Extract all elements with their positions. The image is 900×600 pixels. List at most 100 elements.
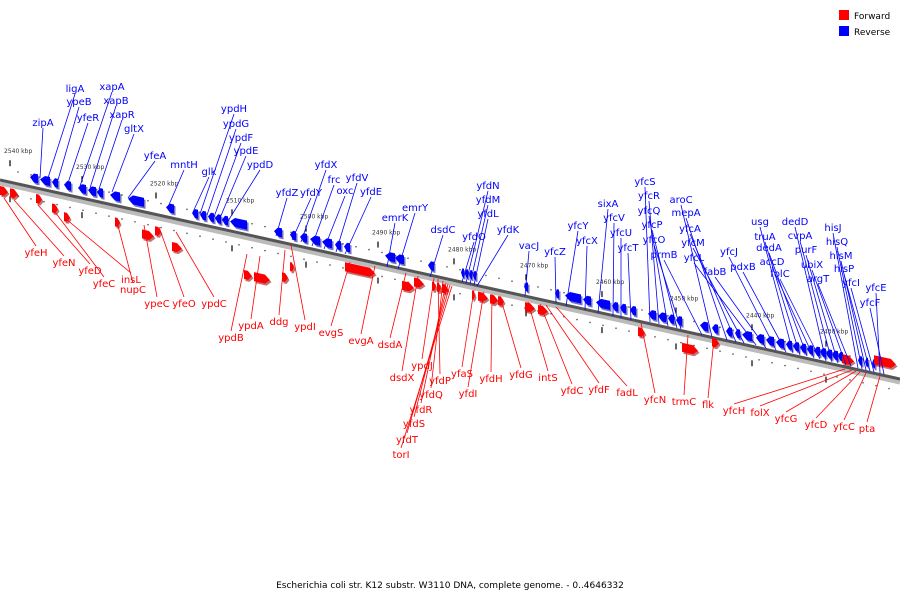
minor-tick <box>849 355 851 357</box>
gene-label-yfcM: yfcM <box>681 238 705 249</box>
minor-tick <box>251 246 253 249</box>
gene-leader-line <box>565 230 579 307</box>
gene-label-yfcL: yfcL <box>684 253 705 264</box>
gene-leader-line <box>799 240 833 363</box>
gene-leader-line <box>469 204 489 285</box>
minor-tick <box>680 341 682 344</box>
gene-leader-line <box>651 229 678 329</box>
minor-tick <box>199 235 201 238</box>
gene-label-hisM: hisM <box>830 251 853 262</box>
tick-label: 2480 kbp <box>448 246 476 253</box>
tick-label: 2490 kbp <box>372 230 400 237</box>
gene-leader-line <box>612 222 615 317</box>
gene-leader-line <box>219 155 247 219</box>
minor-tick <box>758 359 760 361</box>
minor-tick <box>485 274 487 277</box>
minor-tick <box>719 350 721 352</box>
gene-label-yfcA: yfcA <box>679 224 701 235</box>
minor-tick <box>407 257 409 260</box>
gene-label-ypdJ: ypdJ <box>411 361 433 372</box>
gene-label-yfcH: yfcH <box>723 406 745 417</box>
gene-label-folX: folX <box>750 408 769 419</box>
minor-tick <box>264 225 266 228</box>
gene-leader-line <box>192 176 210 213</box>
gene-leader-line <box>79 91 113 187</box>
gene-leader-line <box>65 218 132 274</box>
gene-leader-line <box>555 306 628 387</box>
minor-tick <box>238 244 240 246</box>
gene-leader-line <box>843 273 871 372</box>
gene-leader-line <box>175 231 215 298</box>
gene-leader-line <box>429 234 444 278</box>
reverse-gene-arrow <box>596 298 610 310</box>
minor-tick <box>43 200 45 203</box>
gene-label-hisJ: hisJ <box>824 223 841 234</box>
gene-leader-line <box>476 234 509 287</box>
genome-axis <box>0 178 900 385</box>
reverse-gene-arrow <box>742 331 752 342</box>
gene-label-intS: intS <box>538 373 557 384</box>
reverse-gene-arrow <box>208 212 214 223</box>
gene-label-ypdD: ypdD <box>247 160 274 171</box>
reverse-gene-arrow <box>344 242 350 253</box>
reverse-gene-arrow <box>676 316 682 326</box>
minor-tick <box>303 258 305 261</box>
minor-tick <box>576 318 578 321</box>
minor-tick <box>459 268 461 271</box>
minor-tick <box>888 387 890 390</box>
legend: Forward Reverse <box>839 10 891 38</box>
gene-label-oxc: oxc <box>336 186 353 197</box>
minor-tick <box>381 251 383 254</box>
gene-leader-line <box>400 285 453 449</box>
gene-label-fabB: fabB <box>704 267 727 278</box>
minor-tick <box>628 306 630 308</box>
reverse-gene-arrow <box>78 184 86 195</box>
gene-leader-line <box>278 249 286 316</box>
tick-label: 2470 kbp <box>520 262 548 269</box>
gene-label-yfdP: yfdP <box>429 376 451 387</box>
gene-leader-line <box>866 375 881 423</box>
gene-leader-line <box>648 215 669 327</box>
forward-gene-arrow <box>52 203 58 214</box>
tick-label: 2460 kbp <box>596 279 624 286</box>
minor-tick <box>277 252 279 255</box>
gene-label-yfaS: yfaS <box>451 369 473 380</box>
gene-leader-line <box>815 371 861 419</box>
minor-tick <box>95 212 97 215</box>
gene-label-argT: argT <box>807 274 830 285</box>
legend-label-forward: Forward <box>854 12 890 22</box>
gene-leader-line <box>817 283 852 367</box>
gene-leader-line <box>323 195 346 250</box>
gene-leader-line <box>794 226 827 362</box>
gene-leader-line <box>742 271 787 353</box>
minor-tick <box>316 261 318 263</box>
gene-label-pta: pta <box>859 424 875 435</box>
minor-tick <box>368 248 370 251</box>
gene-label-yfcU: yfcU <box>610 228 632 239</box>
gene-label-yfcF: yfcF <box>860 298 881 309</box>
gene-leader-line <box>680 204 713 338</box>
gene-leader-line <box>554 256 557 304</box>
gene-label-vacJ: vacJ <box>519 241 540 252</box>
tick-label: 2540 kbp <box>4 148 32 155</box>
gene-label-yfcI: yfcI <box>842 278 860 289</box>
gene-label-yfdL: yfdL <box>477 209 499 220</box>
reverse-gene-arrow <box>648 310 656 321</box>
gene-leader-line <box>111 133 135 193</box>
gene-label-dsdC: dsdC <box>431 225 456 236</box>
legend-swatch-reverse <box>839 26 849 36</box>
gene-label-yfdT: yfdT <box>396 435 419 446</box>
minor-tick <box>342 267 344 269</box>
reverse-gene-arrow <box>30 173 38 184</box>
reverse-gene-arrow <box>735 329 740 339</box>
gene-label-yfcO: yfcO <box>643 235 666 246</box>
figure-caption: Escherichia coli str. K12 substr. W3110 … <box>276 581 624 591</box>
gene-label-yfdO: yfdO <box>462 232 486 243</box>
gene-leader-line <box>805 254 839 364</box>
gene-leader-line <box>693 262 757 346</box>
reverse-gene-arrow <box>192 209 198 219</box>
tick-label: 2520 kbp <box>150 180 178 187</box>
reverse-gene-arrow <box>385 252 395 263</box>
minor-tick <box>212 238 214 240</box>
minor-tick <box>459 292 461 295</box>
